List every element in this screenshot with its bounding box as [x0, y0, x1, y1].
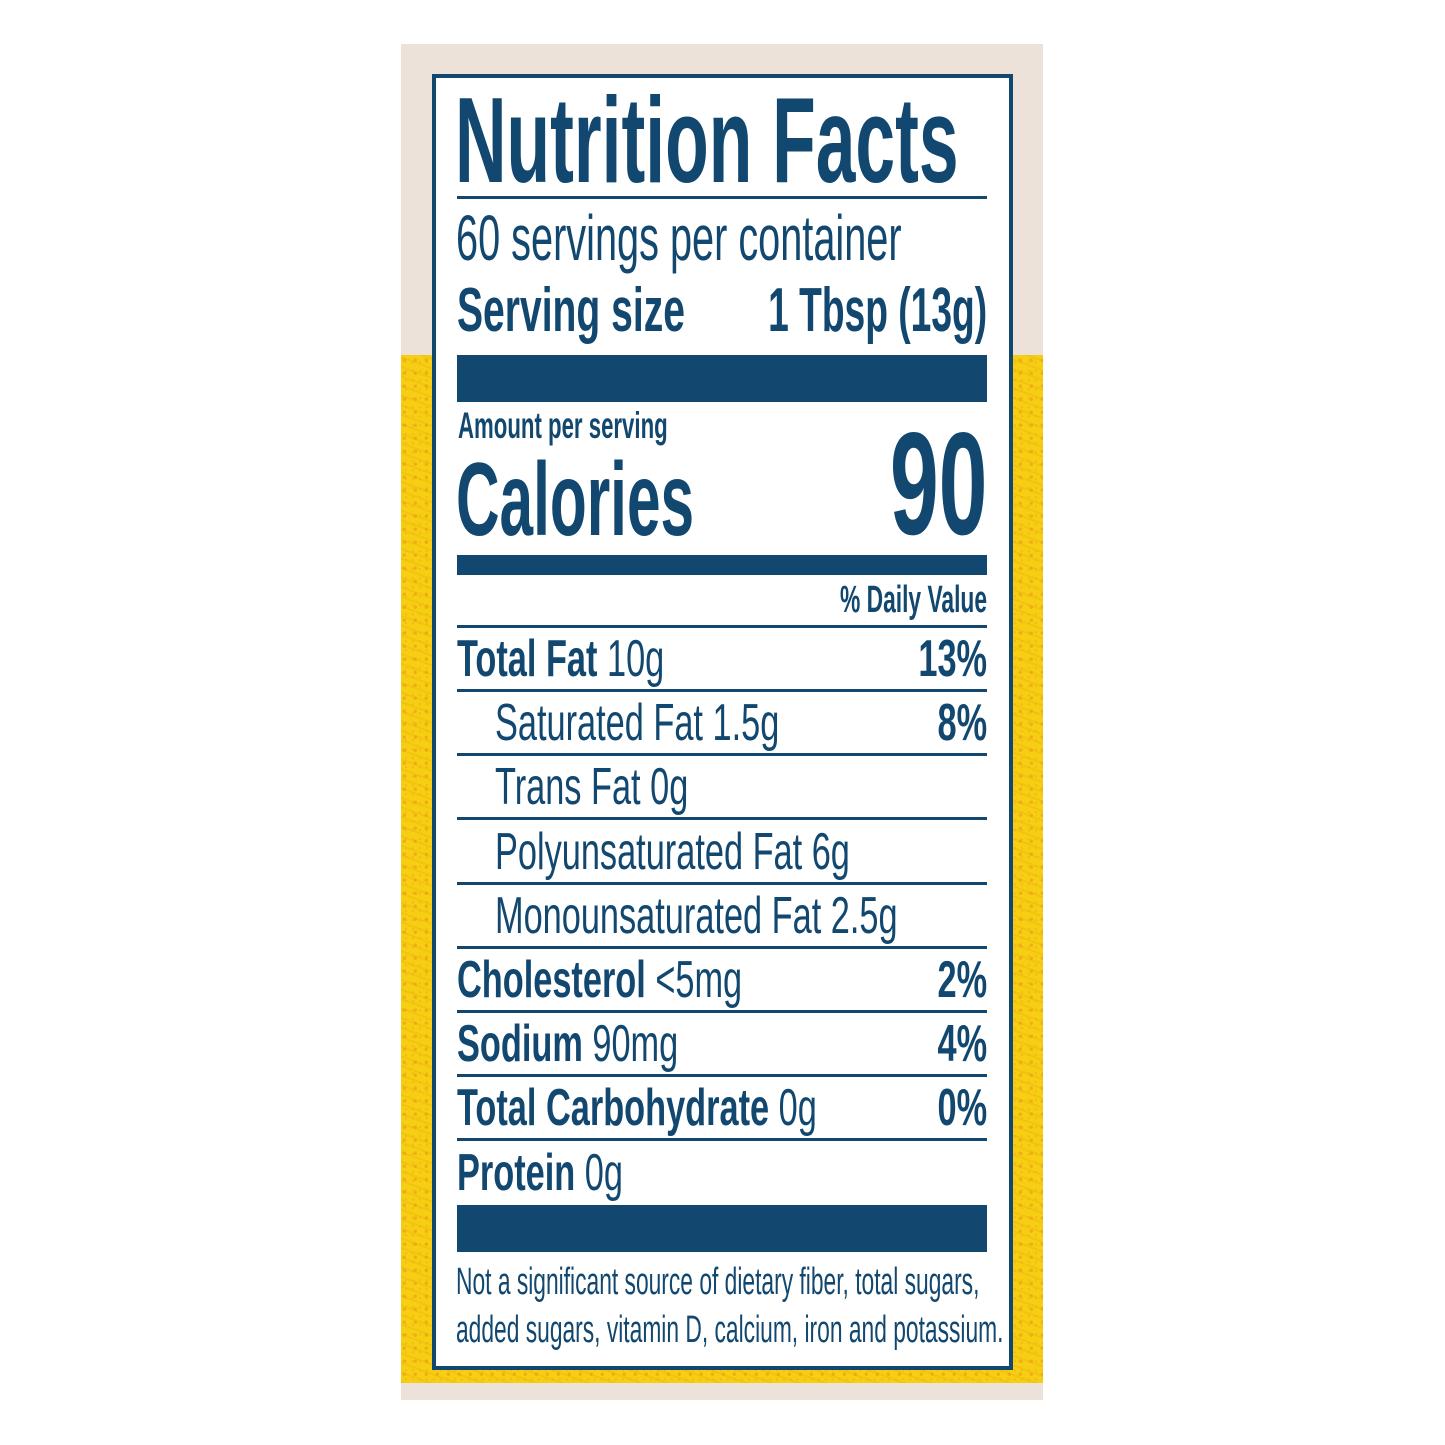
nutrient-amount: 0g	[778, 1079, 817, 1138]
footnote-line-2: added sugars, vitamin D, calcium, iron a…	[456, 1309, 1004, 1351]
footnote-text: added sugars, vitamin D, calcium, iron a…	[456, 1309, 1004, 1351]
nutrient-text: Trans Fat 0g	[495, 757, 688, 817]
divider	[457, 817, 987, 821]
nutrient-row: Total Carbohydrate 0g 0%	[457, 1078, 987, 1138]
calories-value-text: 90	[889, 402, 987, 565]
divider	[457, 1010, 987, 1013]
divider	[457, 753, 987, 757]
nutrient-label: Total Carbohydrate	[457, 1079, 770, 1138]
footnote-line-1: Not a significant source of dietary fibe…	[456, 1261, 980, 1303]
nutrient-amount: 90mg	[592, 1015, 679, 1074]
nutrient-name: Monounsaturated Fat 2.5g	[495, 886, 898, 946]
amount-per-serving: Amount per serving	[458, 406, 668, 446]
nutrient-label: Total Fat	[457, 630, 598, 688]
daily-value-header-text: % Daily Value	[839, 579, 987, 621]
nutrient-name: Polyunsaturated Fat 6g	[495, 822, 850, 882]
nutrient-label: Saturated Fat 1.5g	[495, 694, 780, 753]
title-text: Nutrition Facts	[455, 72, 959, 208]
nutrient-text: Polyunsaturated Fat 6g	[495, 822, 850, 882]
nutrient-daily-value: 2%	[937, 950, 987, 1010]
nutrient-name: Total Carbohydrate 0g	[457, 1078, 817, 1138]
nutrient-label: Cholesterol	[457, 951, 646, 1009]
nutrient-text: Saturated Fat 1.5g	[495, 693, 779, 753]
serving-size-label: Serving size	[457, 277, 685, 345]
nutrition-label-box	[432, 74, 1013, 1370]
daily-value-percent: 4%	[937, 1015, 987, 1074]
servings-text: 60 servings per container	[456, 202, 902, 274]
daily-value-header: % Daily Value	[840, 579, 987, 621]
divider	[457, 625, 987, 628]
daily-value-percent: 2%	[937, 951, 987, 1009]
nutrient-row: Sodium 90mg 4%	[457, 1014, 987, 1074]
nutrient-row: Saturated Fat 1.5g 8%	[457, 693, 987, 753]
nutrient-text: Monounsaturated Fat 2.5g	[495, 886, 898, 946]
footnote-text: Not a significant source of dietary fibe…	[456, 1261, 980, 1303]
nutrient-label: Polyunsaturated Fat 6g	[495, 822, 850, 881]
nutrient-name: Sodium 90mg	[457, 1014, 678, 1074]
thick-divider	[457, 1205, 987, 1252]
nutrient-row: Monounsaturated Fat 2.5g	[457, 886, 987, 946]
nutrient-text: Protein 0g	[457, 1143, 623, 1203]
nutrient-name: Trans Fat 0g	[495, 757, 688, 817]
nutrient-amount: <5mg	[655, 951, 743, 1009]
calories-label-text: Calories	[456, 442, 695, 558]
nutrient-row: Polyunsaturated Fat 6g	[457, 822, 987, 882]
divider	[457, 1138, 987, 1142]
nutrient-text: Sodium 90mg	[457, 1014, 678, 1074]
nutrient-label: Monounsaturated Fat 2.5g	[495, 886, 898, 945]
nutrient-row: Trans Fat 0g	[457, 757, 987, 817]
calories-label: Calories	[456, 442, 695, 558]
nutrient-daily-value: 0%	[937, 1078, 987, 1138]
nutrient-text: Total Carbohydrate 0g	[457, 1078, 817, 1138]
nutrient-name: Cholesterol <5mg	[457, 950, 742, 1010]
nutrient-name: Protein 0g	[457, 1143, 623, 1203]
calories-value: 90	[889, 402, 987, 565]
daily-value-percent: 8%	[937, 694, 987, 753]
nutrient-amount: 10g	[606, 630, 665, 688]
nutrient-row: Total Fat 10g 13%	[457, 629, 987, 689]
nutrient-daily-value: 13%	[918, 629, 987, 689]
serving-size-value-text: 1 Tbsp (13g)	[767, 276, 987, 345]
nutrient-row: Protein 0g	[457, 1143, 987, 1203]
divider	[457, 945, 987, 949]
serving-size-label-text: Serving size	[457, 276, 685, 345]
nutrient-text: Cholesterol <5mg	[457, 950, 742, 1010]
daily-value-percent: 0%	[937, 1079, 987, 1138]
nutrient-daily-value: 8%	[937, 693, 987, 753]
divider	[457, 881, 987, 885]
title: Nutrition Facts	[455, 72, 959, 208]
servings-per-container: 60 servings per container	[456, 202, 902, 274]
medium-divider	[457, 555, 987, 575]
nutrient-label: Sodium	[457, 1015, 583, 1074]
nutrient-name: Saturated Fat 1.5g	[495, 693, 779, 753]
divider	[457, 689, 987, 692]
amount-per-serving-text: Amount per serving	[458, 405, 668, 446]
daily-value-percent: 13%	[918, 630, 987, 688]
nutrient-name: Total Fat 10g	[457, 629, 664, 689]
nutrient-label: Protein	[457, 1143, 576, 1202]
divider	[457, 196, 987, 199]
divider	[457, 1074, 987, 1078]
nutrient-row: Cholesterol <5mg 2%	[457, 950, 987, 1010]
nutrient-label: Trans Fat 0g	[495, 758, 689, 817]
nutrient-text: Total Fat 10g	[457, 629, 664, 689]
serving-size-value: 1 Tbsp (13g)	[768, 277, 987, 345]
nutrient-daily-value: 4%	[937, 1014, 987, 1074]
thick-divider	[457, 355, 987, 402]
nutrient-amount: 0g	[584, 1143, 623, 1202]
